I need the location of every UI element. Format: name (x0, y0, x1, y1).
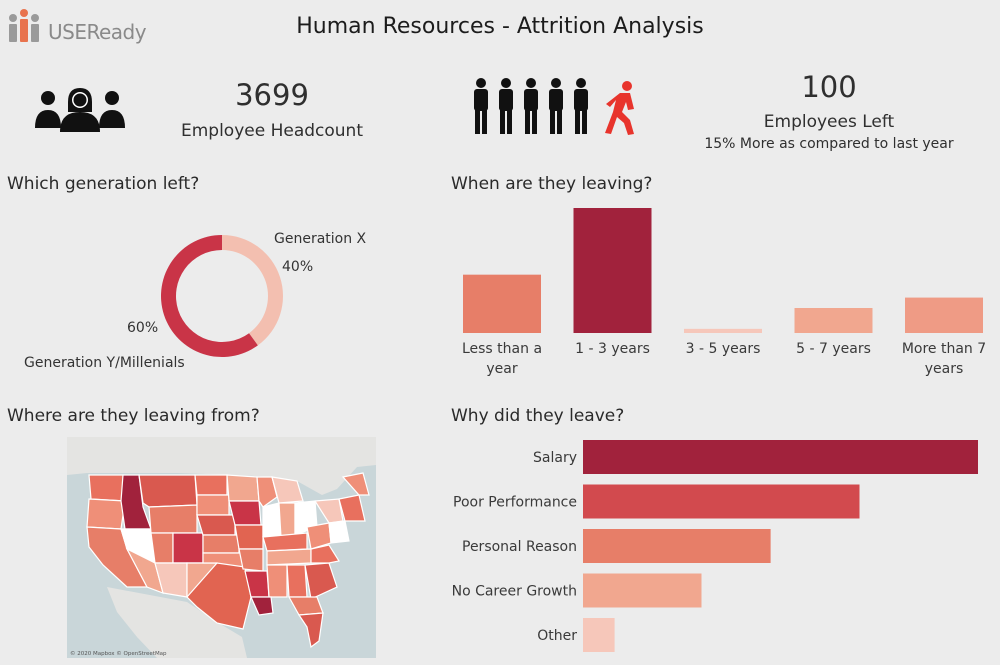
reason-tick-label-2: Personal Reason (462, 539, 577, 555)
tenure-bar-3[interactable] (794, 308, 873, 333)
section-title-where: Where are they leaving from? (7, 406, 260, 426)
us-state-choropleth-map[interactable]: © 2020 Mapbox © OpenStreetMap (67, 437, 376, 658)
tenure-tick-label-3-0: 5 - 7 years (796, 341, 871, 357)
employees-left-comparison: 15% More as compared to last year (704, 136, 954, 152)
dashboard-title: Human Resources - Attrition Analysis (296, 14, 704, 39)
tenure-tick-label-4-1: years (925, 361, 964, 377)
map-land-mexico (107, 587, 247, 658)
tenure-tick-label-0-0: Less than a (462, 341, 542, 357)
reason-tick-label-4: Other (537, 628, 577, 644)
tenure-tick-label-1-0: 1 - 3 years (575, 341, 650, 357)
reason-tick-label-0: Salary (533, 450, 577, 466)
tenure-bar-0[interactable] (463, 274, 541, 333)
generation-donut-chart: Generation X 40% Generation Y/Millenials 60… (24, 231, 367, 371)
section-title-why: Why did they leave? (451, 406, 625, 426)
reason-bar-1[interactable] (583, 484, 860, 519)
map-attribution: © 2020 Mapbox © OpenStreetMap (70, 650, 167, 657)
reason-tick-label-1: Poor Performance (453, 495, 577, 511)
section-title-generation: Which generation left? (7, 174, 200, 194)
employees-left-label: Employees Left (763, 112, 895, 132)
tenure-bar-1[interactable] (573, 208, 652, 333)
headcount-label: Employee Headcount (180, 121, 363, 141)
reason-bar-2[interactable] (583, 529, 771, 563)
tenure-tick-label-2-0: 3 - 5 years (686, 341, 761, 357)
donut-slice-label-1: 60% (127, 320, 158, 336)
logo-text: USEReady (48, 20, 147, 44)
reason-bar-4[interactable] (583, 618, 615, 652)
walking-figures-icon (474, 78, 634, 135)
reason-bar-0[interactable] (583, 440, 978, 474)
company-logo: USEReady (6, 8, 147, 46)
logo-mark-icon (9, 9, 39, 42)
tenure-bar-chart: Less than a year 1 - 3 years 3 - 5 years 5 -… (462, 208, 986, 377)
tenure-tick-label-0-1: year (486, 361, 517, 377)
reason-bar-3[interactable] (583, 573, 702, 608)
donut-slice-0[interactable] (222, 235, 283, 346)
tenure-bar-2[interactable] (684, 328, 762, 333)
map-states (86, 472, 370, 649)
donut-slice-name-0: Generation X (274, 231, 367, 247)
donut-slice-1[interactable] (160, 235, 258, 357)
people-icon (35, 88, 125, 132)
reason-tick-label-3: No Career Growth (452, 584, 577, 600)
headcount-value: 3699 (235, 78, 309, 112)
employees-left-value: 100 (801, 70, 857, 104)
tenure-tick-label-4-0: More than 7 (902, 341, 986, 357)
donut-slice-label-0: 40% (282, 259, 313, 275)
map-land-canada (67, 437, 376, 495)
donut-slice-name-1: Generation Y/Millenials (24, 355, 185, 371)
section-title-when: When are they leaving? (451, 174, 653, 194)
tenure-bar-4[interactable] (905, 297, 983, 333)
leave-reason-bar-chart: Salary Poor Performance Personal Reason No … (452, 440, 978, 652)
